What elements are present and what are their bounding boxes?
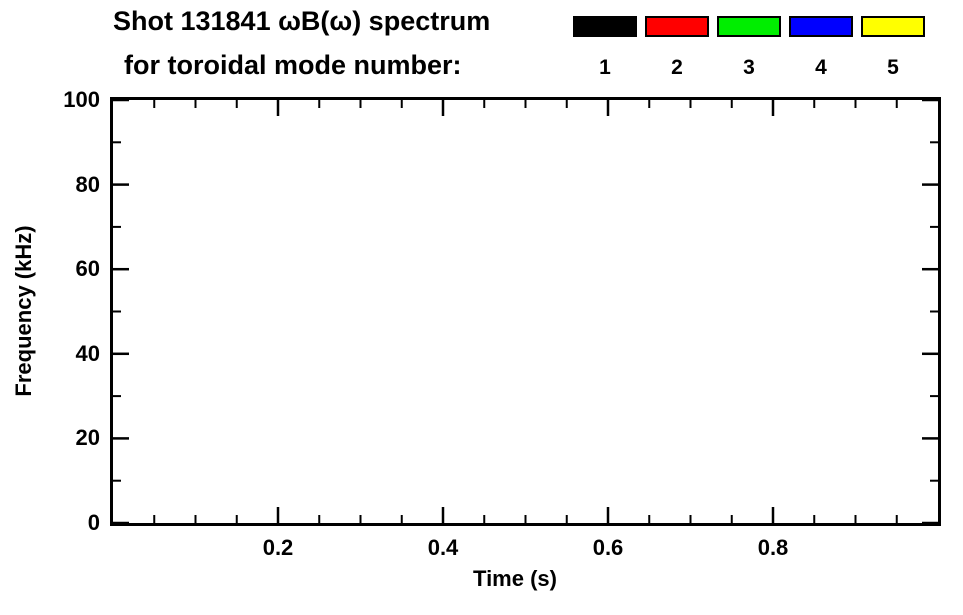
y-tick-label-40: 40 — [75, 340, 100, 366]
legend-label-5: 5 — [887, 56, 899, 79]
y-axis-title: Frequency (kHz) — [11, 225, 36, 397]
legend-swatch-2 — [645, 16, 709, 37]
axis-ticks — [113, 100, 938, 523]
chart-subtitle: for toroidal mode number: — [124, 50, 462, 80]
y-tick-label-20: 20 — [75, 425, 100, 451]
legend-swatch-3 — [717, 16, 781, 37]
legend-label-1: 1 — [599, 56, 611, 79]
legend-swatch-5 — [861, 16, 925, 37]
x-tick-label-0.4: 0.4 — [427, 535, 459, 560]
y-tick-label-80: 80 — [75, 171, 100, 197]
legend-label-3: 3 — [743, 56, 755, 79]
chart-title: Shot 131841 ωB(ω) spectrum — [113, 6, 491, 36]
legend-swatch-4 — [789, 16, 853, 37]
legend-labels: 1 2 3 4 5 — [573, 56, 925, 80]
y-tick-label-60: 60 — [75, 256, 100, 282]
plot-area — [110, 97, 941, 526]
legend — [573, 16, 925, 37]
legend-swatch-1 — [573, 16, 637, 37]
x-tick-label-0.8: 0.8 — [757, 535, 789, 560]
x-axis-title: Time (s) — [473, 566, 557, 591]
x-tick-label-0.2: 0.2 — [262, 535, 294, 560]
x-tick-label-0.6: 0.6 — [592, 535, 624, 560]
legend-label-2: 2 — [671, 56, 683, 79]
legend-label-4: 4 — [815, 56, 827, 79]
y-tick-label-0: 0 — [87, 510, 100, 535]
y-tick-label-100: 100 — [63, 87, 100, 112]
